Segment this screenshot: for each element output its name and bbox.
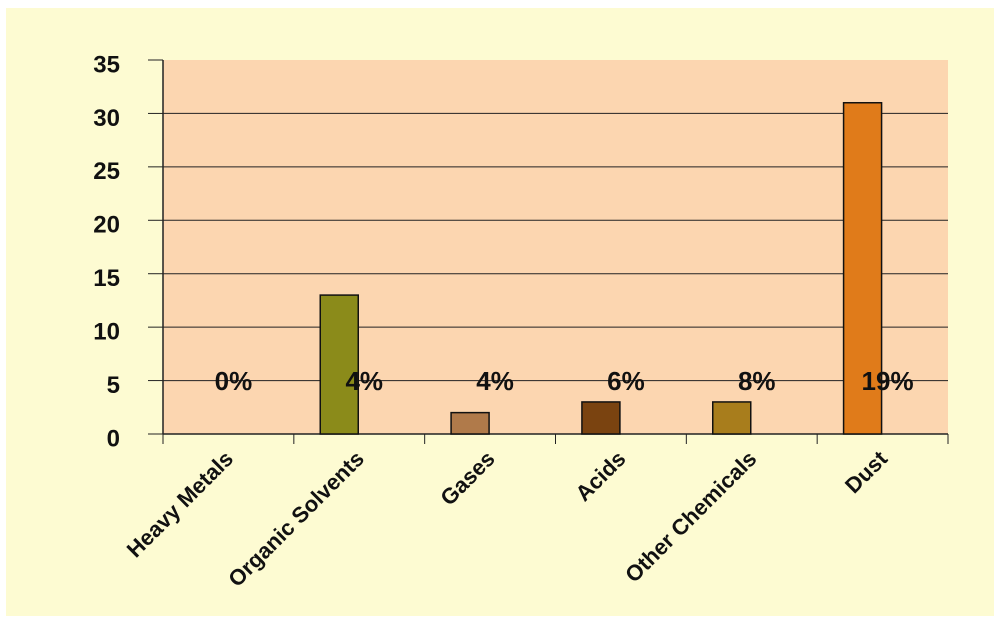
bar [450, 411, 490, 435]
y-tick-label: 35 [93, 51, 120, 78]
annotation: 19% [862, 366, 914, 396]
y-tick-label: 10 [93, 318, 120, 345]
annotation: 8% [738, 366, 776, 396]
y-tick-label: 15 [93, 265, 120, 292]
y-tick-label: 30 [93, 105, 120, 132]
y-tick-label: 5 [107, 372, 120, 399]
bar [319, 294, 359, 435]
y-tick-label: 0 [107, 425, 120, 452]
annotation: 4% [345, 366, 383, 396]
y-tick-label: 25 [93, 158, 120, 185]
plot-area [163, 60, 948, 434]
annotation: 4% [476, 366, 514, 396]
bar [712, 401, 752, 435]
annotation: 0% [215, 366, 253, 396]
annotation: 6% [607, 366, 645, 396]
bar [842, 101, 883, 435]
bar [581, 401, 621, 435]
y-tick-label: 20 [93, 212, 120, 239]
